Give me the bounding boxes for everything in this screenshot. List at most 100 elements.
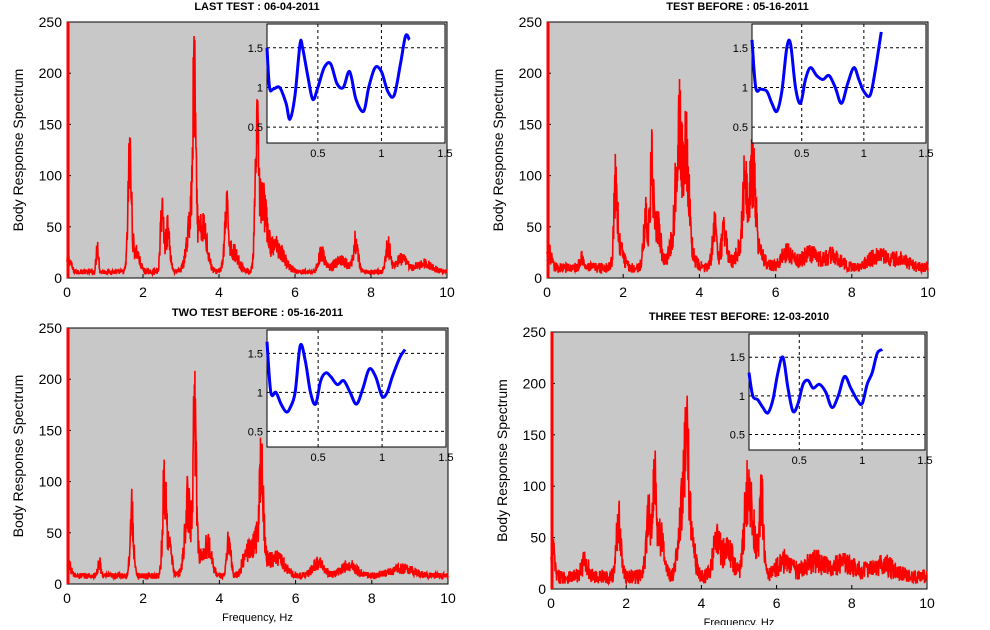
x-tick-label: 0: [543, 284, 551, 300]
inset-x-tick-label: 1.5: [437, 148, 452, 160]
inset-series-line: [747, 348, 884, 415]
inset-y-tick-label: 0.5: [248, 426, 263, 438]
x-tick-label: 2: [139, 284, 147, 300]
x-tick-label: 2: [139, 590, 147, 606]
chart-panel-2: TEST BEFORE : 05-16-2011 Body Response Sp…: [490, 1, 936, 300]
chart-title: THREE TEST BEFORE: 12-03-2010: [649, 311, 829, 323]
y-tick-label: 150: [39, 422, 63, 438]
inset-x-tick-label: 1: [378, 148, 384, 160]
x-axis-label: Frequency, Hz: [222, 612, 293, 624]
inset-plot-area: [266, 23, 446, 144]
y-tick-label: 100: [523, 478, 547, 494]
y-tick-label: 250: [39, 320, 63, 336]
inset-y-tick-label: 1: [742, 82, 748, 94]
inset-y-tick-label: 1: [257, 387, 263, 399]
y-axis-label: Body Response Spectrum: [10, 69, 26, 232]
y-tick-label: 200: [39, 371, 63, 387]
inset-chart: 0.5 1 1.5 0.5 1 1.5: [248, 329, 454, 464]
x-tick-label: 8: [848, 595, 856, 611]
y-tick-label: 250: [519, 14, 543, 30]
x-tick-label: 6: [291, 284, 299, 300]
x-tick-label: 4: [216, 590, 224, 606]
y-tick-label: 50: [530, 530, 546, 546]
x-tick-label: 8: [368, 590, 376, 606]
inset-chart: 0.5 1 1.5 0.5 1 1.5: [248, 23, 453, 160]
x-tick-label: 6: [292, 590, 300, 606]
chart-title: LAST TEST : 06-04-2011: [194, 1, 319, 13]
y-tick-label: 250: [523, 324, 547, 340]
y-tick-label: 0: [534, 270, 542, 286]
chart-panel-1: LAST TEST : 06-04-2011 Body Response Spec…: [10, 1, 455, 300]
inset-series-line: [265, 341, 407, 414]
inset-y-tick-label: 1: [257, 82, 263, 94]
y-axis-label: Body Response Spectrum: [490, 69, 506, 232]
inset-chart: 0.5 1 1.5 0.5 1 1.5: [730, 333, 933, 467]
y-tick-label: 200: [523, 375, 547, 391]
y-tick-label: 150: [519, 116, 543, 132]
x-tick-label: 10: [919, 595, 935, 611]
series-line: [550, 395, 928, 587]
inset-y-tick-label: 0.5: [248, 122, 263, 134]
inset-y-tick-label: 0.5: [733, 122, 748, 134]
y-tick-label: 100: [39, 168, 63, 184]
y-tick-label: 150: [523, 427, 547, 443]
chart-title: TEST BEFORE : 05-16-2011: [666, 1, 808, 13]
x-tick-label: 8: [367, 284, 375, 300]
chart-panel-4: THREE TEST BEFORE: 12-03-2010 Body Respon…: [494, 311, 935, 629]
x-tick-label: 2: [622, 595, 630, 611]
x-tick-label: 0: [63, 590, 71, 606]
inset-x-tick-label: 1.5: [918, 148, 933, 160]
inset-x-tick-label: 0.5: [794, 148, 809, 160]
inset-x-tick-label: 1.5: [438, 452, 453, 464]
inset-y-tick-label: 1.5: [730, 352, 745, 364]
x-tick-label: 8: [848, 284, 856, 300]
inset-y-tick-label: 1.5: [733, 43, 748, 55]
y-tick-label: 150: [39, 116, 63, 132]
chart-title: TWO TEST BEFORE : 05-16-2011: [172, 307, 343, 319]
inset-chart: 0.5 1 1.5 0.5 1 1.5: [733, 23, 934, 160]
x-tick-label: 6: [773, 595, 781, 611]
inset-series-line: [265, 33, 411, 121]
inset-series-line: [750, 31, 883, 114]
y-tick-label: 50: [526, 219, 542, 235]
inset-x-tick-label: 1: [859, 455, 865, 467]
inset-plot-area: [748, 333, 926, 451]
y-tick-label: 250: [39, 14, 63, 30]
x-tick-label: 6: [772, 284, 780, 300]
y-tick-label: 200: [519, 65, 543, 81]
y-tick-label: 100: [39, 474, 63, 490]
x-tick-label: 0: [547, 595, 555, 611]
x-tick-label: 10: [440, 590, 456, 606]
inset-x-tick-label: 1.5: [917, 455, 932, 467]
y-tick-label: 0: [538, 581, 546, 597]
x-tick-label: 4: [698, 595, 706, 611]
x-tick-label: 10: [439, 284, 455, 300]
inset-y-tick-label: 1.5: [248, 348, 263, 360]
inset-x-tick-label: 0.5: [792, 455, 807, 467]
inset-x-tick-label: 1: [861, 148, 867, 160]
series-line: [66, 35, 448, 278]
y-tick-label: 0: [54, 270, 62, 286]
y-axis-label: Body Response Spectrum: [10, 375, 26, 538]
x-tick-label: 0: [63, 284, 71, 300]
inset-x-tick-label: 1: [379, 452, 385, 464]
x-tick-label: 2: [619, 284, 627, 300]
series-line: [66, 370, 449, 582]
inset-x-tick-label: 0.5: [310, 452, 325, 464]
y-tick-label: 50: [46, 525, 62, 541]
y-tick-label: 0: [54, 576, 62, 592]
y-tick-label: 100: [519, 168, 543, 184]
inset-y-tick-label: 1: [739, 391, 745, 403]
inset-plot-area: [751, 23, 927, 144]
x-tick-label: 4: [215, 284, 223, 300]
y-axis-label: Body Response Spectrum: [494, 379, 510, 542]
x-tick-label: 4: [696, 284, 704, 300]
series-line: [546, 79, 929, 276]
inset-plot-area: [266, 329, 447, 448]
inset-x-tick-label: 0.5: [310, 148, 325, 160]
inset-y-tick-label: 1.5: [248, 43, 263, 55]
x-axis-label: Frequency, Hz: [704, 617, 775, 625]
y-tick-label: 200: [39, 65, 63, 81]
inset-y-tick-label: 0.5: [730, 430, 745, 442]
